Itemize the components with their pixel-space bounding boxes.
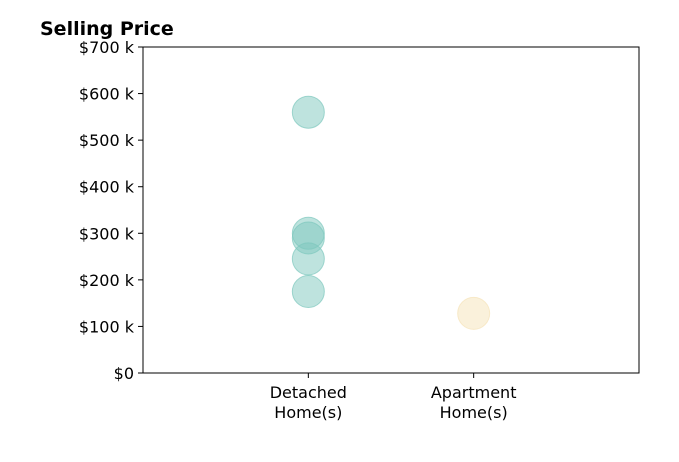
data-point [457, 296, 491, 330]
y-tick-label: $100 k [79, 317, 135, 336]
data-point [291, 95, 325, 129]
y-tick-label: $300 k [79, 224, 135, 243]
x-tick-label: Detached Home(s) [270, 383, 347, 422]
plot-frame [142, 46, 640, 374]
y-tick-label: $500 k [79, 131, 135, 150]
y-tick-label: $0 [114, 364, 134, 383]
y-tick-label: $400 k [79, 178, 135, 197]
data-point [291, 275, 325, 308]
plot-area: $0 $100 k $200 k $300 k $400 k $500 k $600 k $7… [79, 38, 640, 422]
y-tick-label: $600 k [79, 85, 135, 104]
y-tick-label: $200 k [79, 271, 135, 290]
x-tick-label: Apartment Home(s) [431, 383, 517, 422]
data-point [291, 242, 325, 276]
y-tick-label: $700 k [79, 38, 135, 57]
chart-title: Selling Price [40, 18, 174, 40]
